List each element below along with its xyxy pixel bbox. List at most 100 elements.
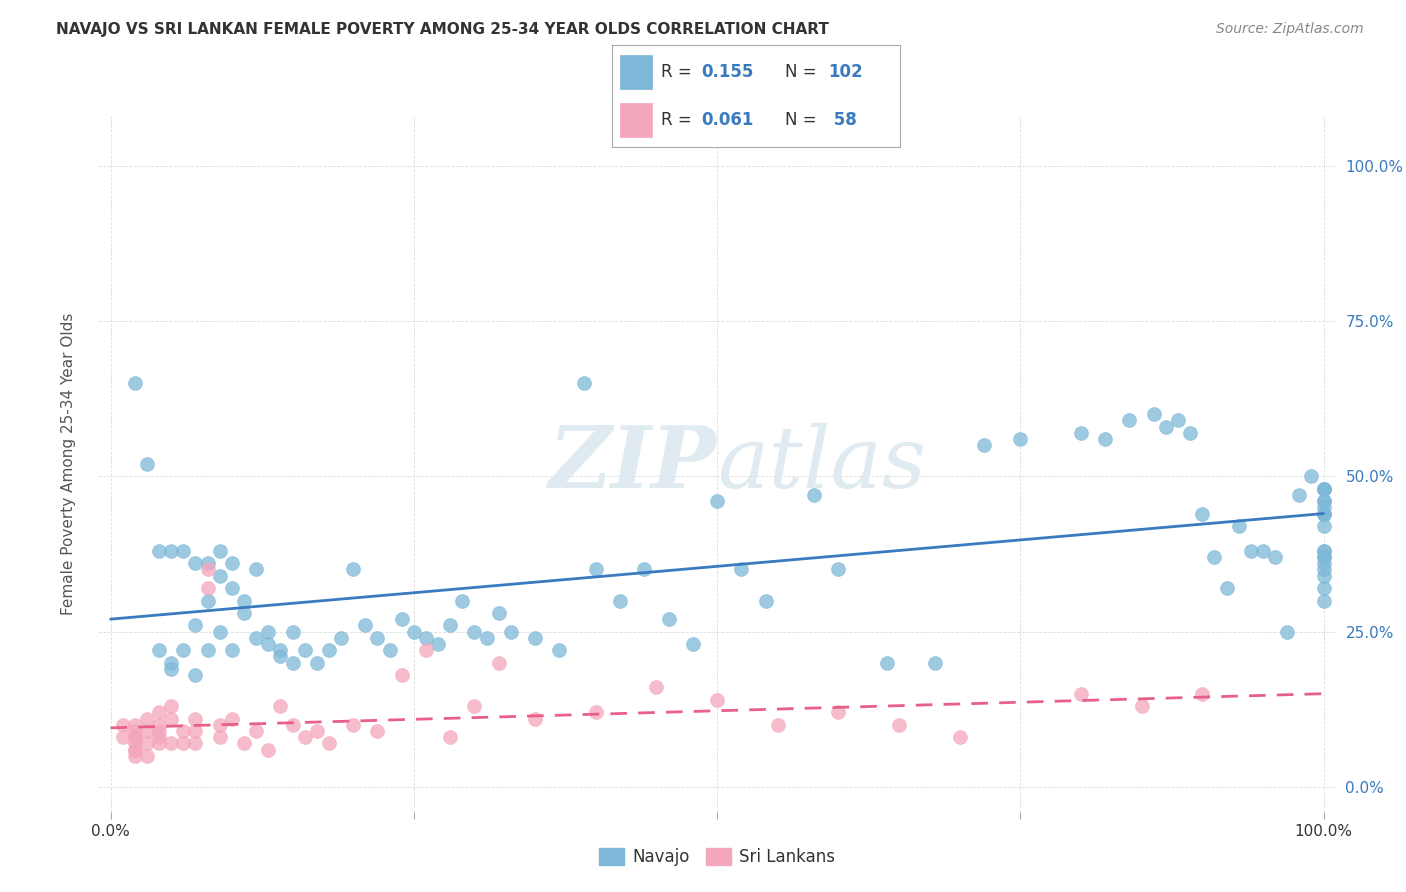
Point	[1191, 507, 1213, 521]
Point	[281, 656, 304, 670]
Point	[172, 643, 194, 657]
Point	[281, 624, 304, 639]
Point	[366, 723, 388, 738]
Point	[488, 606, 510, 620]
Point	[136, 457, 159, 471]
Point	[245, 723, 267, 738]
Point	[682, 637, 704, 651]
Point	[294, 643, 316, 657]
Point	[233, 606, 256, 620]
Text: N =: N =	[785, 111, 821, 129]
Point	[124, 376, 146, 390]
Point	[148, 736, 170, 750]
Point	[124, 730, 146, 744]
Point	[1312, 494, 1334, 508]
Point	[1312, 581, 1334, 595]
Point	[197, 643, 219, 657]
Point	[330, 631, 353, 645]
Point	[111, 717, 134, 731]
Point	[1094, 432, 1116, 446]
Point	[1204, 549, 1226, 564]
Point	[1118, 413, 1140, 427]
Point	[208, 568, 231, 582]
Point	[451, 593, 474, 607]
FancyBboxPatch shape	[620, 103, 652, 137]
Point	[318, 736, 340, 750]
Point	[1143, 407, 1166, 421]
Point	[391, 668, 413, 682]
Point	[124, 730, 146, 744]
Point	[827, 706, 849, 720]
Point	[233, 736, 256, 750]
Point	[548, 643, 571, 657]
Point	[1312, 593, 1334, 607]
Point	[1312, 494, 1334, 508]
Point	[124, 748, 146, 763]
Point	[439, 618, 461, 632]
Point	[755, 593, 778, 607]
Text: 0.061: 0.061	[702, 111, 754, 129]
Point	[172, 736, 194, 750]
Point	[887, 717, 910, 731]
Point	[706, 693, 728, 707]
Point	[148, 717, 170, 731]
Point	[366, 631, 388, 645]
Point	[1288, 488, 1310, 502]
Point	[378, 643, 401, 657]
Point	[463, 699, 485, 714]
Point	[1178, 425, 1201, 440]
Point	[803, 488, 825, 502]
Point	[475, 631, 498, 645]
Point	[1312, 507, 1334, 521]
Point	[1275, 624, 1298, 639]
Point	[136, 712, 159, 726]
Point	[160, 699, 183, 714]
Point	[257, 624, 280, 639]
FancyBboxPatch shape	[620, 55, 652, 88]
Point	[876, 656, 898, 670]
Point	[1312, 556, 1334, 570]
Point	[269, 643, 291, 657]
Point	[184, 723, 207, 738]
Point	[645, 681, 668, 695]
Point	[1191, 687, 1213, 701]
Point	[184, 736, 207, 750]
Point	[221, 712, 243, 726]
Point	[160, 736, 183, 750]
Text: NAVAJO VS SRI LANKAN FEMALE POVERTY AMONG 25-34 YEAR OLDS CORRELATION CHART: NAVAJO VS SRI LANKAN FEMALE POVERTY AMON…	[56, 22, 830, 37]
Point	[245, 562, 267, 576]
Point	[257, 742, 280, 756]
Point	[706, 494, 728, 508]
Point	[124, 742, 146, 756]
Point	[221, 556, 243, 570]
Point	[136, 736, 159, 750]
Text: N =: N =	[785, 62, 821, 81]
Point	[1251, 543, 1274, 558]
Point	[233, 593, 256, 607]
Point	[148, 643, 170, 657]
Point	[1240, 543, 1263, 558]
Text: R =: R =	[661, 111, 696, 129]
Point	[488, 656, 510, 670]
Point	[633, 562, 655, 576]
Point	[427, 637, 450, 651]
Text: atlas: atlas	[717, 423, 927, 505]
Point	[354, 618, 377, 632]
Point	[439, 730, 461, 744]
Point	[1312, 500, 1334, 515]
Point	[730, 562, 752, 576]
Point	[1312, 543, 1334, 558]
Point	[391, 612, 413, 626]
Point	[342, 717, 364, 731]
Point	[1312, 507, 1334, 521]
Point	[184, 712, 207, 726]
Point	[1312, 519, 1334, 533]
Point	[949, 730, 972, 744]
Point	[415, 643, 437, 657]
Text: ZIP: ZIP	[550, 422, 717, 506]
Point	[415, 631, 437, 645]
Point	[463, 624, 485, 639]
Point	[1070, 425, 1092, 440]
Point	[197, 556, 219, 570]
Point	[136, 723, 159, 738]
